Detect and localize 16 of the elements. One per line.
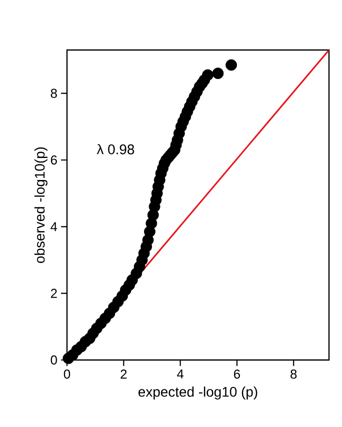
annotation: λ 0.98	[96, 144, 134, 154]
x-tick-label: 8	[290, 370, 297, 379]
y-tick-label: 6	[50, 155, 57, 165]
y-tick-label: 2	[50, 288, 57, 298]
point	[226, 59, 237, 71]
y-tick-label: 0	[50, 355, 57, 365]
x-axis-title: expected -log10 (p)	[138, 386, 258, 400]
point	[202, 69, 214, 81]
x-tick-label: 6	[234, 370, 240, 379]
y-tick-label: 8	[50, 88, 57, 98]
x-tick-label: 4	[176, 370, 184, 378]
x-tick-label: 2	[120, 370, 127, 379]
y-tick-label: 4	[50, 222, 58, 232]
y-axis-title: observed -log10(p)	[34, 147, 48, 263]
point	[212, 68, 224, 80]
x-tick-label: 0	[64, 370, 70, 379]
